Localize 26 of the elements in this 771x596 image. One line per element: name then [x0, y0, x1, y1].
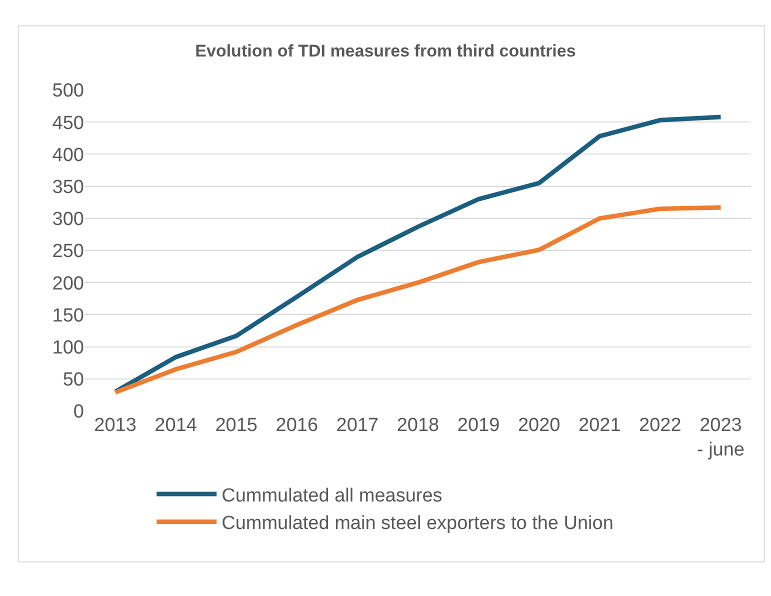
- y-tick-label: 150: [52, 305, 84, 326]
- y-tick-label: 50: [62, 370, 84, 391]
- x-tick-label: 2019: [457, 415, 500, 436]
- y-tick-label: 100: [52, 337, 84, 358]
- y-tick-label: 450: [52, 112, 84, 134]
- line-series: [113, 205, 723, 395]
- x-tick-label: 2018: [396, 415, 440, 436]
- x-tick-label: 2020: [518, 415, 560, 436]
- x-tick-label: 2023 - june: [696, 415, 744, 461]
- legend-label: Cummulated all measures: [222, 485, 442, 506]
- x-tick-label: 2022: [639, 415, 682, 436]
- y-tick-label: 0: [73, 402, 84, 423]
- y-tick-label: 250: [52, 241, 84, 262]
- y-tick-label: 200: [52, 273, 84, 294]
- x-tick-label: 2016: [276, 415, 318, 436]
- y-tick-label: 300: [52, 209, 84, 230]
- x-tick-label: 2021: [578, 415, 621, 436]
- x-tick-label: 2015: [215, 415, 258, 436]
- x-tick-label: 2017: [336, 415, 379, 436]
- y-tick-label: 350: [52, 176, 84, 198]
- legend-label: Cummulated main steel exporters to the Union: [222, 513, 614, 534]
- x-tick-label: 2014: [154, 415, 198, 436]
- y-tick-label: 500: [52, 80, 84, 102]
- x-tick-label: 2013: [94, 415, 136, 436]
- chart-title: Evolution of TDI measures from third countries: [195, 42, 576, 61]
- y-tick-label: 400: [52, 144, 84, 166]
